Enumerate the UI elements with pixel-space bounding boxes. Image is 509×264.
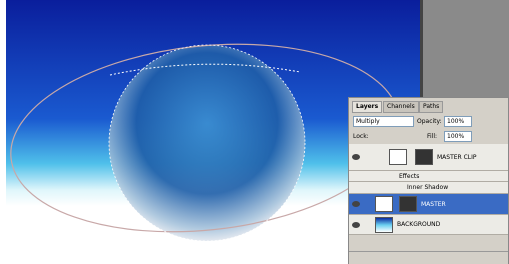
screenshot: Layers Channels Paths Multiply Opacity: … [0, 0, 509, 264]
divider [420, 0, 423, 97]
opacity-label: Opacity: [417, 118, 442, 125]
layer-name: MASTER [421, 201, 446, 208]
layer-row[interactable]: BACKGROUND [349, 215, 508, 235]
layer-name: BACKGROUND [397, 221, 440, 228]
opacity[interactable]: 100% [444, 116, 472, 127]
lock-label: Lock: [353, 133, 369, 140]
tab[interactable]: Channels [383, 101, 419, 113]
mask [415, 149, 433, 165]
thumbnail [375, 196, 393, 212]
eye[interactable] [352, 201, 360, 207]
effect-row[interactable]: Inner Shadow [349, 182, 508, 194]
sphere [109, 45, 305, 241]
layer-row[interactable]: MASTER [349, 194, 508, 215]
effect-name: Inner Shadow [407, 184, 448, 191]
fill-label: Fill: [427, 133, 437, 140]
tab[interactable]: Layers [352, 101, 382, 113]
layer-name: MASTER CLIP [437, 154, 477, 161]
fill[interactable]: 100% [444, 131, 472, 142]
effects-row: Effects [349, 171, 508, 182]
layers-panel: Layers Channels Paths Multiply Opacity: … [348, 97, 509, 264]
panel-toolbar [349, 251, 508, 264]
eye[interactable] [352, 222, 360, 228]
blend-mode[interactable]: Multiply [353, 116, 414, 127]
mask [399, 196, 417, 212]
tab[interactable]: Paths [419, 101, 443, 113]
thumbnail [389, 149, 407, 165]
eye[interactable] [352, 154, 360, 160]
thumbnail [375, 217, 393, 233]
layer-row[interactable]: MASTER CLIP [349, 144, 508, 171]
workspace [420, 0, 509, 97]
effects-label: Effects [399, 173, 419, 180]
